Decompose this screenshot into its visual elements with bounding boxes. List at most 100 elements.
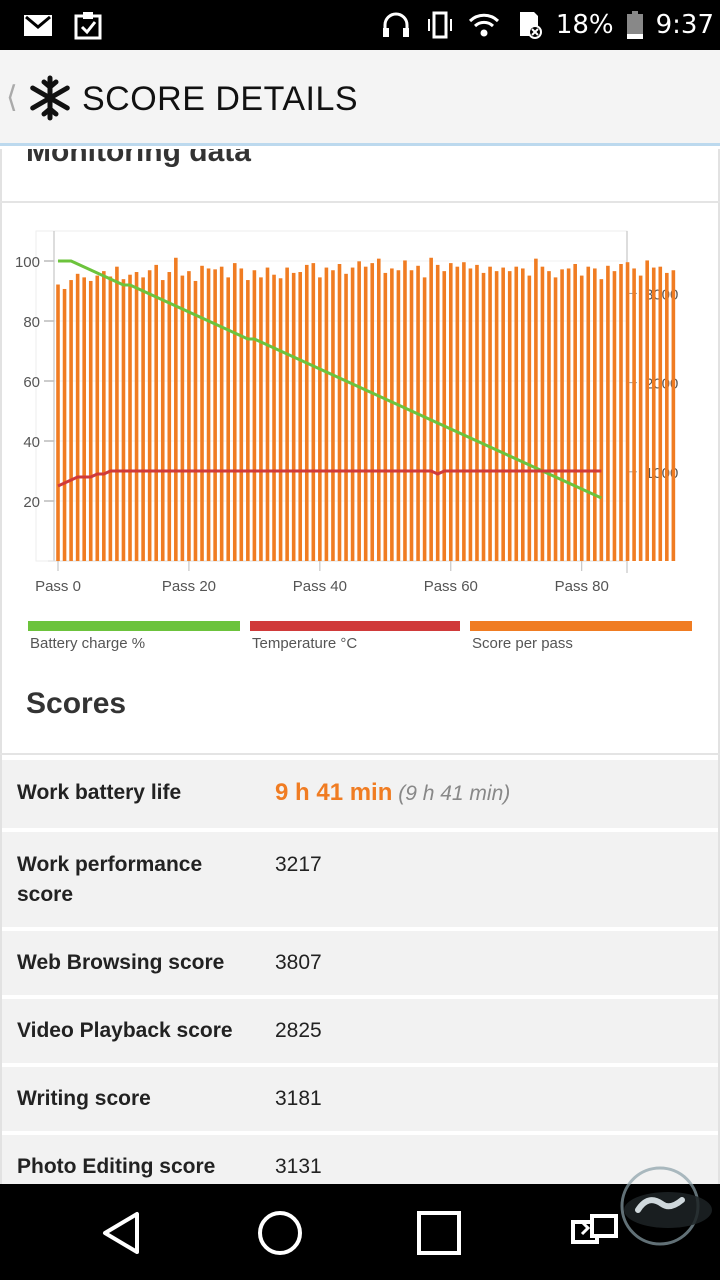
score-bar (534, 258, 538, 561)
page-title: SCORE DETAILS (82, 80, 359, 118)
score-bar (102, 271, 106, 561)
score-bar (272, 274, 276, 561)
score-bar (566, 268, 571, 561)
vibrate-icon (427, 11, 452, 39)
recents-square-icon[interactable] (414, 1208, 464, 1258)
score-bar (232, 263, 237, 561)
score-bar (612, 271, 617, 561)
legend-temperature-swatch (250, 621, 460, 631)
score-bar (337, 264, 342, 561)
score-bar (357, 261, 361, 561)
scores-title: Scores (26, 687, 127, 720)
score-bar (213, 269, 217, 561)
score-row-writing: Writing score 3181 (2, 1067, 718, 1131)
score-bar (180, 275, 185, 561)
card-left-edge (0, 149, 2, 1184)
score-bar (252, 270, 257, 561)
navigation-bar (0, 1184, 720, 1280)
watermark-logo (620, 1166, 712, 1246)
score-bar (494, 271, 499, 561)
score-value: 3181 (275, 1087, 322, 1110)
score-bar (344, 273, 348, 561)
home-circle-icon[interactable] (255, 1208, 305, 1258)
score-bar (383, 272, 388, 561)
monitoring-divider (0, 201, 720, 203)
score-bar (200, 265, 204, 561)
score-label: Writing score (17, 1087, 151, 1110)
score-bar (390, 268, 394, 561)
x-tick-label: Pass 40 (293, 578, 347, 595)
score-bar (396, 270, 401, 561)
y-tick-label: 40 (23, 434, 40, 451)
x-tick-label: Pass 80 (555, 578, 609, 595)
score-label: Work battery life (17, 781, 182, 804)
score-bar (540, 266, 545, 561)
sd-card-icon (519, 12, 542, 39)
score-bar (193, 280, 198, 561)
score-details-content[interactable]: Monitoring data 20406080100100020003000P… (0, 149, 720, 1184)
score-bar (187, 271, 191, 561)
score-value: 2825 (275, 1019, 322, 1042)
score-bar (206, 268, 211, 561)
score-bar (560, 269, 564, 561)
wifi-icon (468, 13, 499, 37)
score-bar (507, 271, 512, 561)
score-bar (625, 262, 630, 561)
score-bar (553, 277, 558, 561)
snowflake-icon (30, 75, 70, 121)
y-tick-label: 100 (15, 254, 40, 271)
score-bar (226, 277, 231, 561)
legend-battery-label: Battery charge % (30, 635, 146, 652)
legend-battery: Battery charge % (28, 621, 240, 661)
score-bar (665, 272, 669, 561)
score-bar (376, 258, 381, 561)
score-bar (154, 264, 158, 561)
score-bar (363, 266, 368, 561)
app-bar: ⟨ SCORE DETAILS (0, 50, 720, 146)
score-label: Work performance score (17, 853, 203, 906)
score-bar (121, 279, 126, 561)
score-row-work-performance: Work performance score 3217 (2, 832, 718, 927)
score-bar (409, 270, 414, 561)
score-bar (285, 267, 289, 561)
score-value: 3217 (275, 853, 322, 876)
x-tick-label: Pass 60 (424, 578, 478, 595)
score-bar (586, 266, 591, 561)
back-triangle-icon[interactable] (97, 1208, 147, 1258)
score-bar (671, 270, 676, 561)
score-bar (422, 277, 427, 561)
battery-line (58, 259, 602, 500)
score-bar (324, 267, 329, 561)
score-bar (82, 277, 86, 561)
score-bar (488, 266, 492, 561)
score-bar (593, 268, 597, 561)
score-bar (128, 274, 132, 561)
score-bar (141, 277, 145, 561)
y-tick-label: 80 (23, 314, 40, 331)
score-bar (88, 280, 93, 561)
screen-mirror-icon[interactable] (570, 1208, 620, 1258)
x-tick-label: Pass 0 (35, 578, 81, 595)
score-bar (304, 264, 309, 561)
score-bar (265, 267, 270, 561)
score-bar (429, 257, 433, 561)
score-value: 9 h 41 min (9 h 41 min) (275, 778, 510, 809)
score-bar (448, 263, 453, 561)
chevron-left-icon[interactable]: ⟨ (6, 80, 18, 115)
score-bar (311, 263, 316, 561)
score-value: 3131 (275, 1155, 322, 1178)
score-bar (442, 271, 447, 561)
score-bar (370, 263, 375, 561)
score-bar (527, 275, 532, 561)
score-bar (62, 288, 67, 561)
score-bar (291, 272, 296, 561)
status-time: 9:37 (655, 10, 714, 40)
score-row-battery-life: Work battery life 9 h 41 min (9 h 41 min… (2, 760, 718, 828)
battery-icon (626, 11, 643, 39)
clipboard-check-icon (74, 12, 102, 40)
score-bar (619, 264, 623, 561)
score-bar (174, 257, 178, 561)
score-bar (147, 270, 152, 561)
score-bar (75, 273, 80, 561)
battery-percent: 18% (555, 10, 614, 40)
